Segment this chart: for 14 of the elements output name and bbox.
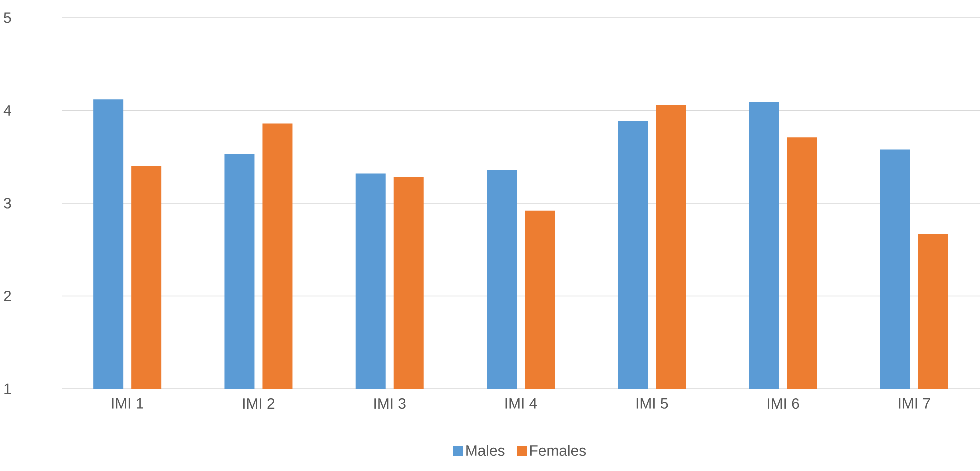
x-tick-label: IMI 2 <box>243 398 275 409</box>
legend-label: Females <box>530 445 586 456</box>
y-tick-label: 5 <box>4 12 12 24</box>
y-tick-label: 2 <box>4 291 12 302</box>
y-tick-label: 1 <box>4 384 12 394</box>
y-tick-label: 4 <box>4 106 12 116</box>
x-tick-label: IMI 1 <box>112 398 144 409</box>
x-tick-label: IMI 6 <box>768 398 800 410</box>
y-tick-label: 3 <box>4 198 12 209</box>
x-tick-label: IMI 4 <box>506 398 538 409</box>
x-tick-label: IMI 7 <box>899 398 930 409</box>
x-tick-label: IMI 3 <box>374 398 406 410</box>
x-tick-label: IMI 5 <box>636 398 668 409</box>
legend-label: Males <box>466 445 505 456</box>
